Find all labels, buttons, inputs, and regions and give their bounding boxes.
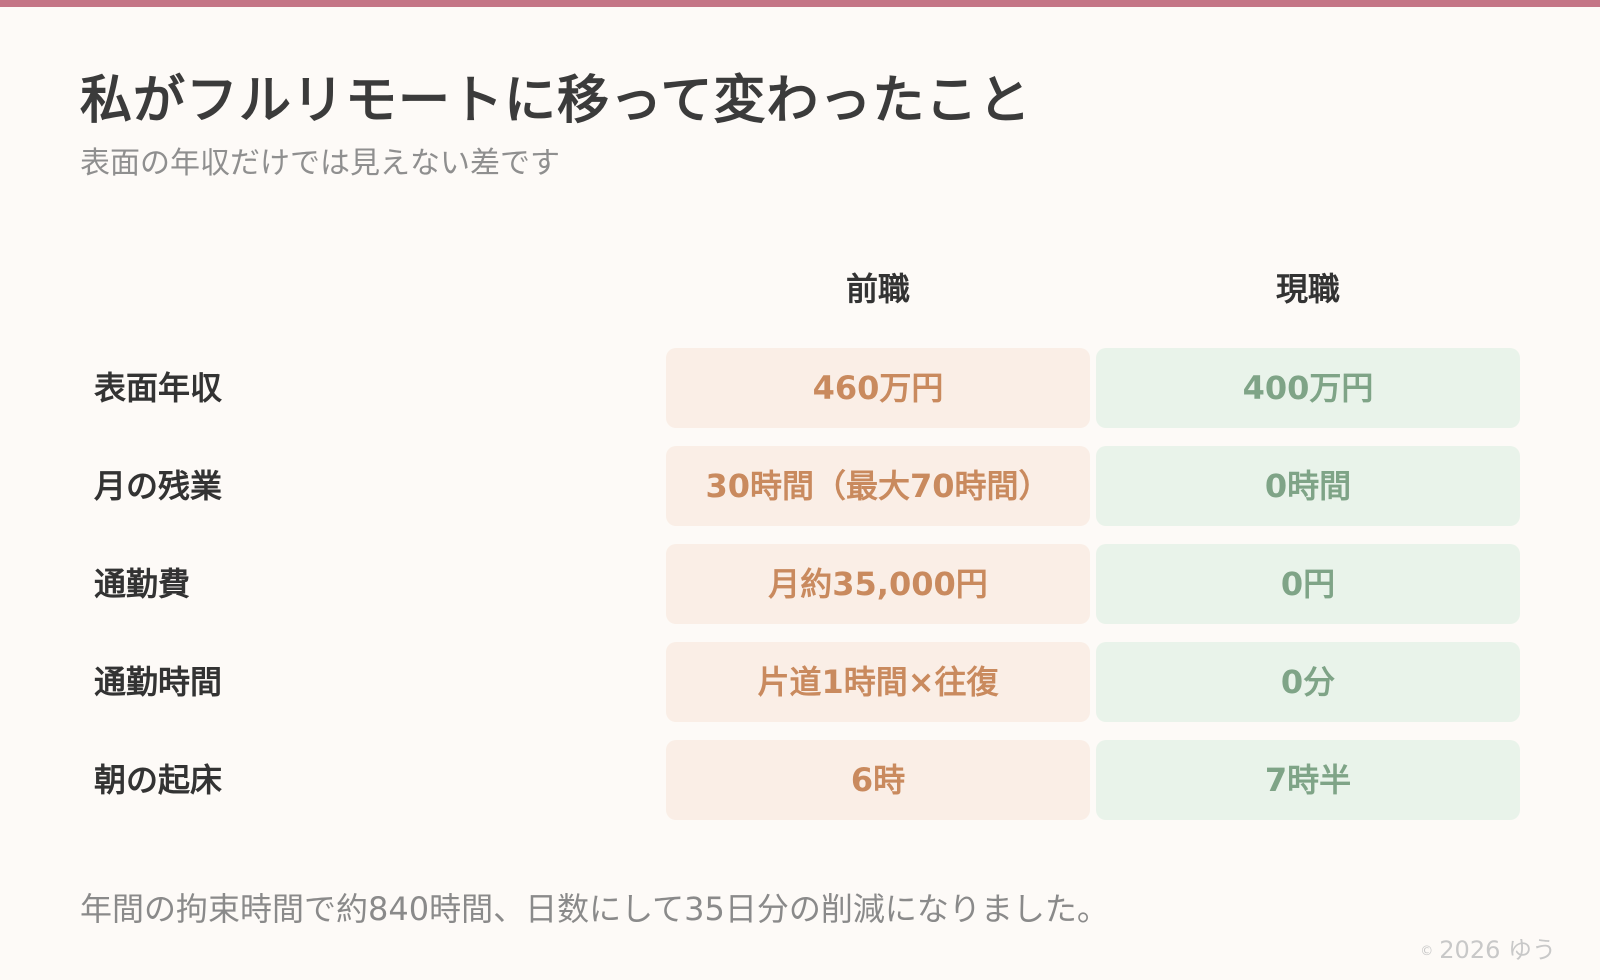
top-accent-bar (0, 0, 1600, 7)
table-row-commute-time: 通勤時間 片道1時間×往復 0分 (0, 642, 1600, 722)
previous-value-cell: 片道1時間×往復 (666, 642, 1090, 722)
previous-value-cell: 月約35,000円 (666, 544, 1090, 624)
table-row-monthly-overtime: 月の残業 30時間（最大70時間） 0時間 (0, 446, 1600, 526)
current-value-cell: 0時間 (1096, 446, 1520, 526)
row-label: 月の残業 (94, 467, 223, 505)
page-title: 私がフルリモートに移って変わったこと (80, 71, 1032, 131)
current-value-cell: 7時半 (1096, 740, 1520, 820)
page-subtitle: 表面の年収だけでは見えない差です (80, 146, 560, 181)
table-row-wake-up-time: 朝の起床 6時 7時半 (0, 740, 1600, 820)
table-row-annual-income: 表面年収 460万円 400万円 (0, 348, 1600, 428)
summary-footnote: 年間の拘束時間で約840時間、日数にして35日分の削減になりました。 (80, 890, 1109, 928)
previous-value-cell: 460万円 (666, 348, 1090, 428)
previous-value-cell: 6時 (666, 740, 1090, 820)
row-label: 通勤時間 (94, 663, 223, 701)
copyright-icon: © (1420, 943, 1434, 959)
current-value-cell: 0分 (1096, 642, 1520, 722)
row-label: 表面年収 (94, 369, 223, 407)
credit-text: 2026 ゆう (1439, 936, 1556, 964)
column-header-previous-job: 前職 (845, 270, 910, 308)
copyright-credit: © 2026 ゆう (1420, 930, 1556, 965)
current-value-cell: 0円 (1096, 544, 1520, 624)
previous-value-cell: 30時間（最大70時間） (666, 446, 1090, 526)
row-label: 通勤費 (94, 565, 191, 603)
table-row-commute-cost: 通勤費 月約35,000円 0円 (0, 544, 1600, 624)
current-value-cell: 400万円 (1096, 348, 1520, 428)
row-label: 朝の起床 (94, 761, 223, 799)
column-header-current-job: 現職 (1275, 270, 1340, 308)
